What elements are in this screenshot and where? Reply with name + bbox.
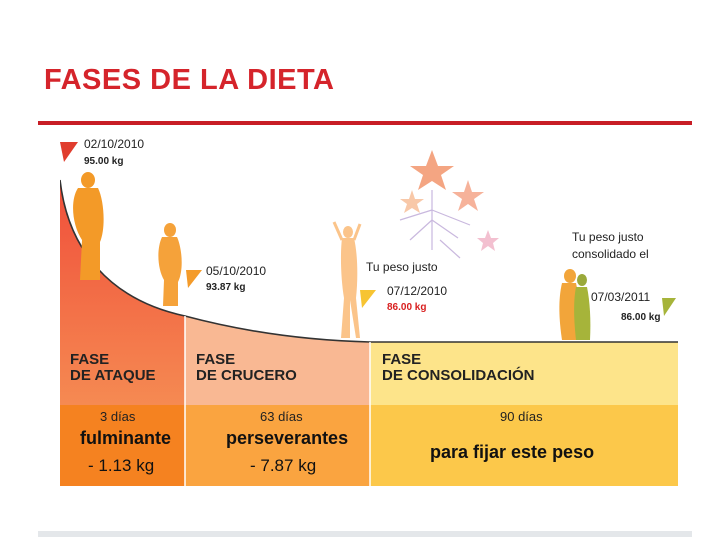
- phase-attack-days: 3 días: [100, 409, 136, 424]
- milestone-2-date: 05/10/2010: [206, 264, 267, 278]
- milestone-3-date: 07/12/2010: [387, 284, 448, 298]
- phase-attack-heading: FASE DE ATAQUE: [70, 351, 156, 384]
- cruise-area: [185, 316, 370, 405]
- cruise-bottom-band: [185, 405, 370, 486]
- slide-title: FASES DE LA DIETA: [44, 64, 335, 96]
- phase-cruise-days: 63 días: [260, 409, 303, 424]
- phase-consolidation-heading: FASE DE CONSOLIDACIÓN: [382, 351, 535, 384]
- person-heavy-icon: [73, 172, 104, 280]
- person-medium-icon: [158, 223, 182, 306]
- phase-cruise-result: - 7.87 kg: [250, 456, 317, 475]
- diagram-graphics: [60, 142, 678, 486]
- consolidation-area: [370, 342, 678, 405]
- marker-cruise: [186, 270, 202, 288]
- attack-area: [60, 180, 185, 405]
- phase-cruise-heading: FASE DE CRUCERO: [196, 351, 297, 384]
- footer-rule: [38, 531, 692, 537]
- diet-phases-diagram: 02/10/2010 95.00 kg 05/10/2010 93.87 kg …: [60, 130, 678, 488]
- milestone-4-date: 07/03/2011: [591, 290, 651, 304]
- consolidated-note-line1: Tu peso justo: [572, 230, 644, 244]
- marker-final: [662, 298, 676, 316]
- marker-attack: [60, 142, 78, 162]
- marker-consolidation: [360, 290, 376, 308]
- consolidation-bottom-band: [370, 405, 678, 486]
- person-slim-icon: [332, 221, 362, 338]
- phase-attack-adjective: fulminante: [80, 428, 172, 448]
- milestone-2-weight: 93.87 kg: [206, 282, 246, 293]
- phase-cruise-adjective: perseverantes: [226, 428, 349, 448]
- milestone-3-weight: 86.00 kg: [387, 302, 427, 313]
- consolidated-note-line2: consolidado el: [572, 247, 649, 261]
- milestone-1-date: 02/10/2010: [84, 137, 145, 151]
- phase-consolidation-result: para fijar este peso: [430, 442, 595, 462]
- celebration-stars-icon: [399, 150, 499, 259]
- title-underline: [38, 121, 692, 125]
- ideal-weight-note: Tu peso justo: [366, 260, 438, 274]
- phase-attack-result: - 1.13 kg: [88, 456, 155, 475]
- couple-icon: [559, 269, 591, 340]
- milestone-4-weight: 86.00 kg: [621, 312, 661, 323]
- phase-consolidation-days: 90 días: [500, 409, 543, 424]
- attack-bottom-band: [60, 405, 185, 486]
- milestone-1-weight: 95.00 kg: [84, 156, 124, 167]
